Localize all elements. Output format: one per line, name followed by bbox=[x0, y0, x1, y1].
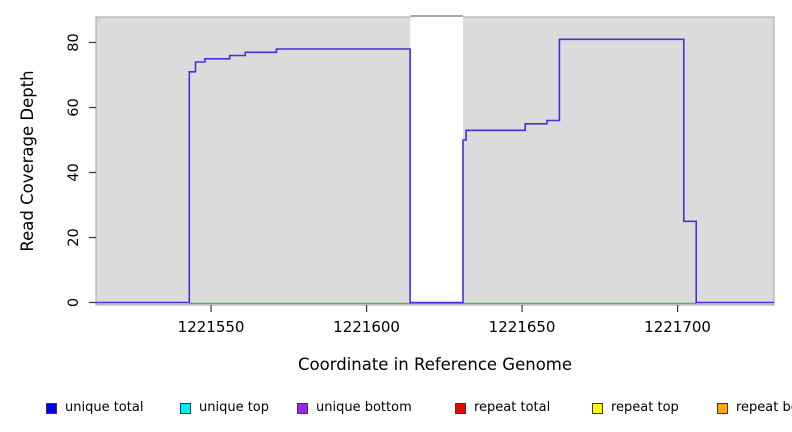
unique-top-swatch-icon bbox=[180, 402, 191, 414]
legend: unique total unique top unique bottom re… bbox=[0, 400, 792, 422]
x-tick-label: 1221700 bbox=[644, 318, 711, 336]
x-tick-label: 1221550 bbox=[178, 318, 245, 336]
unique-bottom-swatch-icon bbox=[297, 402, 308, 414]
legend-item-repeat-bottom: repeat bottom bbox=[717, 400, 792, 416]
legend-item-unique-total: unique total bbox=[46, 400, 143, 416]
y-tick-label: 20 bbox=[66, 228, 82, 246]
legend-label: unique bottom bbox=[316, 400, 412, 415]
y-axis-title: Read Coverage Depth bbox=[18, 70, 37, 251]
y-tick-label: 80 bbox=[66, 33, 82, 51]
chart-layer: 0 20 40 60 80 1221550 1221600 1221650 1221700 bbox=[66, 15, 775, 336]
legend-item-repeat-top: repeat top bbox=[592, 400, 679, 416]
legend-label: repeat total bbox=[474, 400, 551, 415]
repeat-top-swatch-icon bbox=[592, 402, 603, 414]
legend-item-unique-top: unique top bbox=[180, 400, 269, 416]
legend-item-repeat-total: repeat total bbox=[455, 400, 550, 416]
legend-label: repeat top bbox=[611, 400, 679, 415]
y-tick-label: 40 bbox=[66, 163, 82, 181]
legend-label: unique top bbox=[199, 400, 270, 415]
x-tick-label: 1221600 bbox=[333, 318, 400, 336]
repeat-bottom-swatch-icon bbox=[717, 402, 728, 414]
legend-label: repeat bottom bbox=[736, 400, 792, 415]
x-tick-label: 1221650 bbox=[489, 318, 556, 336]
x-axis-title: Coordinate in Reference Genome bbox=[298, 355, 572, 374]
masked-region bbox=[410, 15, 463, 302]
legend-label: unique total bbox=[65, 400, 144, 415]
legend-item-unique-bottom: unique bottom bbox=[297, 400, 412, 416]
y-tick-label: 0 bbox=[66, 298, 82, 307]
y-tick-label: 60 bbox=[66, 98, 82, 116]
unique-total-swatch-icon bbox=[46, 402, 57, 414]
coverage-step-line bbox=[96, 38, 774, 304]
repeat-total-swatch-icon bbox=[455, 402, 466, 414]
